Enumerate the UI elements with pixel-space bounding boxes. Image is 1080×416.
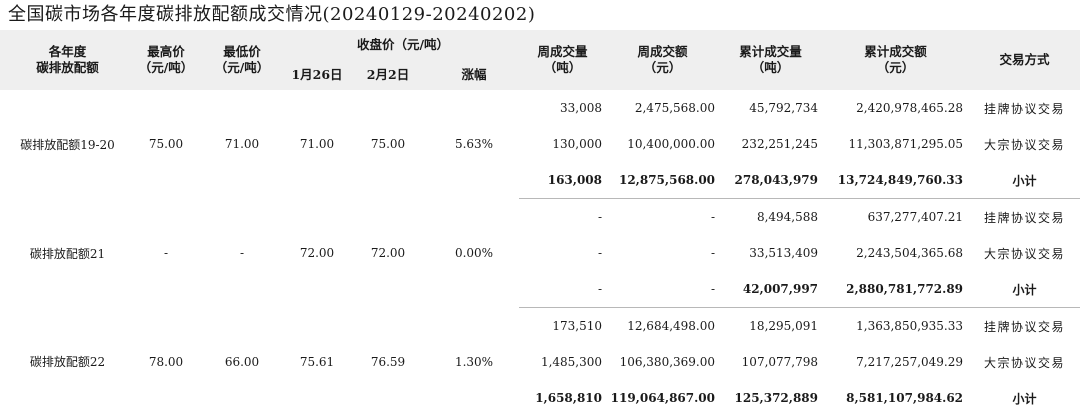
- weekly-volume: 33,008: [519, 90, 606, 126]
- trade-method: 大宗协议交易: [969, 344, 1080, 380]
- close-jan26: 71.00: [287, 90, 347, 199]
- cum-volume: 125,372,889: [719, 380, 822, 416]
- cum-volume: 107,077,798: [719, 344, 822, 380]
- table-row: 碳排放配额22 78.00 66.00 75.61 76.59 1.30% 17…: [0, 308, 1080, 345]
- weekly-volume: 130,000: [519, 126, 606, 162]
- close-feb2: 75.00: [347, 90, 429, 199]
- weekly-amount: 12,875,568.00: [606, 162, 719, 199]
- close-jan26: 75.61: [287, 308, 347, 416]
- cum-amount: 13,724,849,760.33: [822, 162, 969, 199]
- trade-method: 小计: [969, 162, 1080, 199]
- close-feb2: 76.59: [347, 308, 429, 416]
- close-feb2: 72.00: [347, 199, 429, 308]
- header-weekly-amount: 周成交额 （元）: [606, 30, 719, 90]
- max-price: 78.00: [135, 308, 197, 416]
- weekly-volume: -: [519, 235, 606, 271]
- trade-method: 大宗协议交易: [969, 126, 1080, 162]
- header-jan26: 1月26日: [287, 60, 347, 90]
- cum-volume: 33,513,409: [719, 235, 822, 271]
- allowance-name: 碳排放配额19-20: [0, 90, 135, 199]
- header-max-price: 最高价 （元/吨）: [135, 30, 197, 90]
- trade-method: 挂牌协议交易: [969, 308, 1080, 345]
- cum-volume: 18,295,091: [719, 308, 822, 345]
- weekly-volume: -: [519, 199, 606, 236]
- weekly-amount: 2,475,568.00: [606, 90, 719, 126]
- weekly-amount: 12,684,498.00: [606, 308, 719, 345]
- allowance-name: 碳排放配额22: [0, 308, 135, 416]
- header-cum-amount: 累计成交额 （元）: [822, 30, 969, 90]
- weekly-amount: -: [606, 271, 719, 308]
- weekly-amount: 10,400,000.00: [606, 126, 719, 162]
- cum-volume: 232,251,245: [719, 126, 822, 162]
- table-title: 全国碳市场各年度碳排放配额成交情况(20240129-20240202): [8, 2, 535, 28]
- header-close-price: 收盘价（元/吨）: [287, 30, 519, 60]
- close-jan26: 72.00: [287, 199, 347, 308]
- header-allowance: 各年度 碳排放配额: [0, 30, 135, 90]
- cum-volume: 45,792,734: [719, 90, 822, 126]
- price-change: 0.00%: [429, 199, 519, 308]
- max-price: -: [135, 199, 197, 308]
- weekly-amount: -: [606, 235, 719, 271]
- cum-amount: 637,277,407.21: [822, 199, 969, 236]
- header-weekly-volume: 周成交量 （吨）: [519, 30, 606, 90]
- cum-volume: 8,494,588: [719, 199, 822, 236]
- cum-amount: 2,243,504,365.68: [822, 235, 969, 271]
- weekly-volume: 1,658,810: [519, 380, 606, 416]
- trade-method: 小计: [969, 380, 1080, 416]
- max-price: 75.00: [135, 90, 197, 199]
- min-price: 71.00: [197, 90, 287, 199]
- weekly-volume: 173,510: [519, 308, 606, 345]
- cum-volume: 278,043,979: [719, 162, 822, 199]
- weekly-amount: -: [606, 199, 719, 236]
- weekly-volume: 1,485,300: [519, 344, 606, 380]
- cum-amount: 7,217,257,049.29: [822, 344, 969, 380]
- cum-amount: 8,581,107,984.62: [822, 380, 969, 416]
- cum-amount: 2,880,781,772.89: [822, 271, 969, 308]
- header-feb2: 2月2日: [347, 60, 429, 90]
- header-cum-volume: 累计成交量 （吨）: [719, 30, 822, 90]
- weekly-amount: 106,380,369.00: [606, 344, 719, 380]
- allowance-name: 碳排放配额21: [0, 199, 135, 308]
- trade-method: 挂牌协议交易: [969, 199, 1080, 236]
- min-price: -: [197, 199, 287, 308]
- weekly-amount: 119,064,867.00: [606, 380, 719, 416]
- header-method: 交易方式: [969, 30, 1080, 90]
- weekly-volume: -: [519, 271, 606, 308]
- cum-volume: 42,007,997: [719, 271, 822, 308]
- header-min-price: 最低价 （元/吨）: [197, 30, 287, 90]
- table-row: 碳排放配额19-20 75.00 71.00 71.00 75.00 5.63%…: [0, 90, 1080, 126]
- cum-amount: 11,303,871,295.05: [822, 126, 969, 162]
- trade-method: 小计: [969, 271, 1080, 308]
- header-change: 涨幅: [429, 60, 519, 90]
- cum-amount: 2,420,978,465.28: [822, 90, 969, 126]
- carbon-market-table: 各年度 碳排放配额 最高价 （元/吨） 最低价 （元/吨） 收盘价（元/吨） 周…: [0, 30, 1080, 416]
- table-row: 碳排放配额21 - - 72.00 72.00 0.00% - - 8,494,…: [0, 199, 1080, 236]
- trade-method: 挂牌协议交易: [969, 90, 1080, 126]
- price-change: 5.63%: [429, 90, 519, 199]
- price-change: 1.30%: [429, 308, 519, 416]
- trade-method: 大宗协议交易: [969, 235, 1080, 271]
- cum-amount: 1,363,850,935.33: [822, 308, 969, 345]
- weekly-volume: 163,008: [519, 162, 606, 199]
- min-price: 66.00: [197, 308, 287, 416]
